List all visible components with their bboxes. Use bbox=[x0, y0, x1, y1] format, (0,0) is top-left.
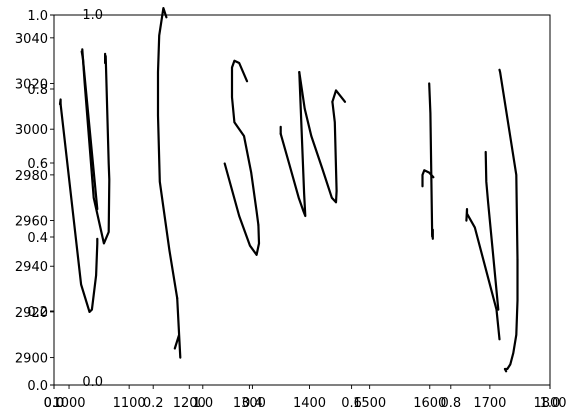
y-tick-label-1-0: 0.0 bbox=[82, 375, 103, 390]
x-tick-label-2-5: 1500 bbox=[353, 396, 386, 411]
x-tick-label-0-3: 0.6 bbox=[341, 396, 362, 411]
y-tick-label-2-3: 2960 bbox=[15, 215, 48, 230]
x-tick-label-0-2: 0.4 bbox=[242, 396, 263, 411]
y-tick-label-2-6: 3020 bbox=[15, 78, 48, 93]
x-tick-label-2-4: 1400 bbox=[293, 396, 326, 411]
x-tick-label-1-1: 1.0 bbox=[192, 396, 213, 411]
x-tick-label-2-3: 1300 bbox=[233, 396, 266, 411]
axis-ticks bbox=[50, 14, 551, 389]
stroke-segment-19 bbox=[503, 258, 519, 373]
stroke-segment-11 bbox=[298, 70, 338, 204]
data-strokes bbox=[58, 7, 519, 373]
stroke-segment-2 bbox=[81, 48, 111, 245]
y-tick-label-2-1: 2920 bbox=[15, 306, 48, 321]
y-tick-label-2-5: 3000 bbox=[15, 123, 48, 138]
stroke-segment-14 bbox=[428, 82, 434, 238]
x-tick-label-0-1: 0.2 bbox=[143, 396, 164, 411]
x-tick-label-0-5: 1.0 bbox=[540, 396, 561, 411]
x-tick-label-2-2: 1200 bbox=[173, 396, 206, 411]
x-tick-label-0-4: 0.8 bbox=[440, 396, 461, 411]
x-tick-label-2-7: 1700 bbox=[473, 396, 506, 411]
stroke-segment-15 bbox=[431, 228, 434, 240]
y-tick-label-2-2: 2940 bbox=[15, 260, 48, 275]
x-tick-label-2-0: 1000 bbox=[52, 396, 85, 411]
stroke-segment-12 bbox=[331, 89, 347, 103]
x-tick-label-2-6: 1600 bbox=[413, 396, 446, 411]
y-tick-label-1-1: 1.0 bbox=[82, 8, 103, 23]
y-tick-label-0-2: 0.4 bbox=[27, 231, 48, 246]
y-tick-label-0-4: 0.8 bbox=[27, 83, 48, 98]
stroke-segment-16 bbox=[465, 208, 501, 341]
stroke-segment-4 bbox=[80, 50, 99, 211]
stroke-segment-17 bbox=[484, 150, 500, 311]
axis-tick-labels: 0.0 0.2 0.4 0.6 0.8 1.00.00.20.40.60.81.00.0 1… bbox=[15, 8, 567, 411]
stroke-segment-7 bbox=[223, 162, 261, 256]
y-tick-label-2-4: 2980 bbox=[15, 169, 48, 184]
stroke-segment-18 bbox=[498, 68, 519, 261]
y-tick-label-0-5: 1.0 bbox=[27, 9, 48, 24]
stroke-segment-1 bbox=[59, 102, 99, 313]
y-tick-label-2-7: 3040 bbox=[15, 32, 48, 47]
stroke-segment-8 bbox=[230, 59, 260, 227]
x-tick-label-1-0: 0.0 bbox=[44, 396, 65, 411]
y-tick-label-0-3: 0.6 bbox=[27, 157, 48, 172]
stroke-segment-10 bbox=[279, 70, 307, 218]
x-tick-label-2-1: 1100 bbox=[113, 396, 146, 411]
stroke-segment-6 bbox=[156, 7, 179, 300]
plot-area-frame bbox=[53, 14, 551, 386]
x-tick-label-2-8: 1800 bbox=[533, 396, 566, 411]
y-tick-label-2-0: 2900 bbox=[15, 352, 48, 367]
stroke-segment-5 bbox=[173, 297, 182, 359]
stroke-segment-0 bbox=[58, 98, 62, 106]
x-tick-label-0-0: 0.0 bbox=[44, 396, 65, 411]
y-tick-label-0-0: 0.0 bbox=[27, 379, 48, 394]
y-tick-label-0-1: 0.2 bbox=[27, 305, 48, 320]
